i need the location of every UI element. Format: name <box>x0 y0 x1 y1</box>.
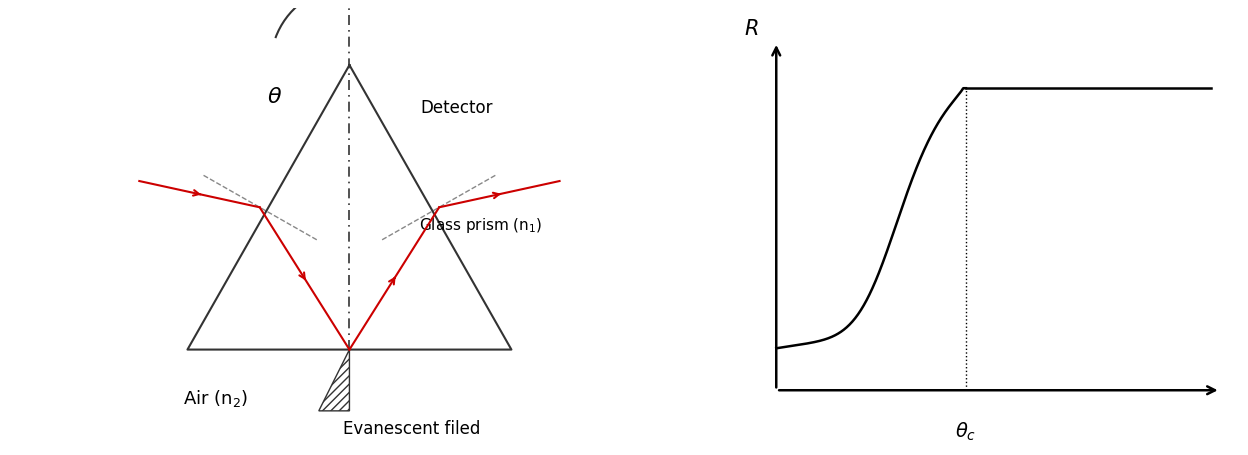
Text: Detector: Detector <box>421 98 493 116</box>
Text: $\theta_c$: $\theta_c$ <box>955 420 977 442</box>
Text: Evanescent filed: Evanescent filed <box>343 420 480 437</box>
Text: $\theta$: $\theta$ <box>267 86 282 106</box>
Text: Glass prism (n$_1$): Glass prism (n$_1$) <box>419 216 543 235</box>
Text: R: R <box>744 19 759 39</box>
Polygon shape <box>318 350 349 411</box>
Text: Air (n$_2$): Air (n$_2$) <box>183 387 248 408</box>
